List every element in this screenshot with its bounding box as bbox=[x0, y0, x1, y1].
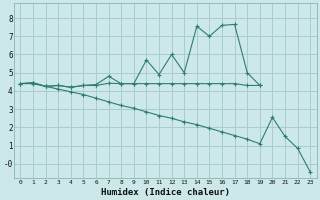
X-axis label: Humidex (Indice chaleur): Humidex (Indice chaleur) bbox=[101, 188, 230, 197]
